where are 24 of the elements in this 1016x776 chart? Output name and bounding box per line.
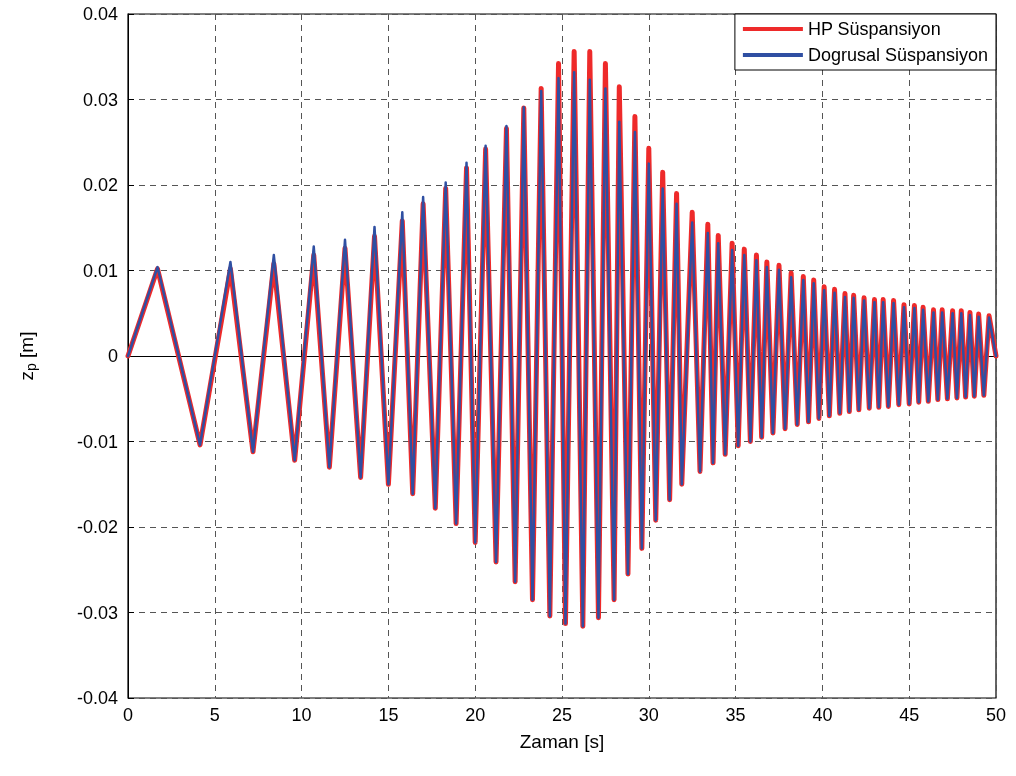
x-tick-label: 50: [985, 705, 1007, 725]
y-tick-label: 0.03: [82, 89, 118, 110]
legend-label: HP Süspansiyon: [807, 19, 941, 39]
y-tick-label: -0.04: [76, 688, 118, 708]
y-tick-label: -0.01: [76, 431, 118, 452]
x-tick-label: 45: [899, 705, 920, 725]
y-tick-label: 0.04: [82, 4, 118, 24]
y-tick-label: -0.02: [76, 517, 118, 537]
legend-label: Dogrusal Süspansiyon: [807, 45, 988, 65]
x-tick-label: 10: [291, 705, 312, 725]
x-tick-label: 5: [209, 705, 220, 725]
x-tick-label: 35: [725, 705, 746, 725]
x-tick-label: 30: [638, 705, 659, 725]
y-tick-label: 0.02: [82, 175, 118, 195]
x-tick-label: 15: [378, 705, 399, 725]
y-tick-label: 0: [107, 346, 118, 366]
y-tick-label: -0.03: [76, 602, 118, 623]
y-axis-title: zp [m]: [15, 331, 39, 381]
x-tick-label: 20: [465, 705, 486, 725]
x-tick-label: 25: [551, 705, 573, 725]
x-tick-label: 0: [122, 705, 134, 725]
y-tick-label: 0.01: [82, 260, 118, 281]
x-tick-label: 40: [812, 705, 833, 725]
x-axis-title: Zaman [s]: [519, 731, 605, 752]
